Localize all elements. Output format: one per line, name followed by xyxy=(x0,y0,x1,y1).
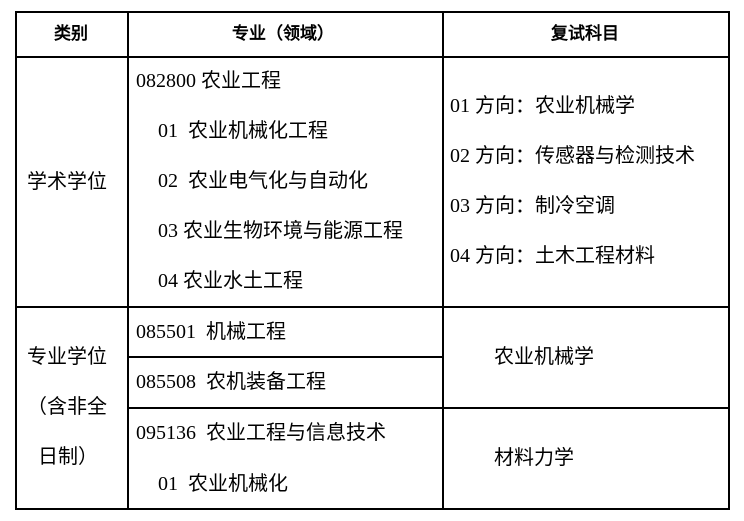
major-item: 085508 农机装备工程 xyxy=(136,371,326,393)
exam-item: 03 方向：制冷空调 xyxy=(450,195,615,217)
table-border xyxy=(15,508,729,510)
table-border xyxy=(15,56,729,58)
category-professional: （含非全 xyxy=(27,396,107,418)
header-category: 类别 xyxy=(54,24,88,43)
major-item: 01 农业机械化工程 xyxy=(158,120,328,142)
header-exam: 复试科目 xyxy=(551,24,619,43)
major-item: 02 农业电气化与自动化 xyxy=(158,170,368,192)
exam-item: 农业机械学 xyxy=(494,346,594,368)
table-border xyxy=(15,306,729,308)
major-item: 03 农业生物环境与能源工程 xyxy=(158,220,403,242)
major-item: 095136 农业工程与信息技术 xyxy=(136,422,386,444)
table-border xyxy=(442,11,444,510)
exam-item: 04 方向：土木工程材料 xyxy=(450,245,655,267)
major-item: 04 农业水土工程 xyxy=(158,270,303,292)
major-item: 082800 农业工程 xyxy=(136,70,281,92)
table-border xyxy=(728,11,730,510)
table-border xyxy=(128,407,729,409)
exam-item: 02 方向：传感器与检测技术 xyxy=(450,145,695,167)
major-item: 01 农业机械化 xyxy=(158,473,288,495)
header-major: 专业（领域） xyxy=(232,24,334,43)
major-item: 085501 机械工程 xyxy=(136,321,286,343)
exam-item: 材料力学 xyxy=(494,447,574,469)
table-border xyxy=(128,356,442,358)
table-border xyxy=(15,11,17,510)
table-border xyxy=(127,11,129,510)
category-academic: 学术学位 xyxy=(27,171,107,193)
exam-item: 01 方向：农业机械学 xyxy=(450,95,635,117)
category-professional: 日制） xyxy=(38,446,98,468)
category-professional: 专业学位 xyxy=(27,346,107,368)
table-border xyxy=(15,11,729,13)
